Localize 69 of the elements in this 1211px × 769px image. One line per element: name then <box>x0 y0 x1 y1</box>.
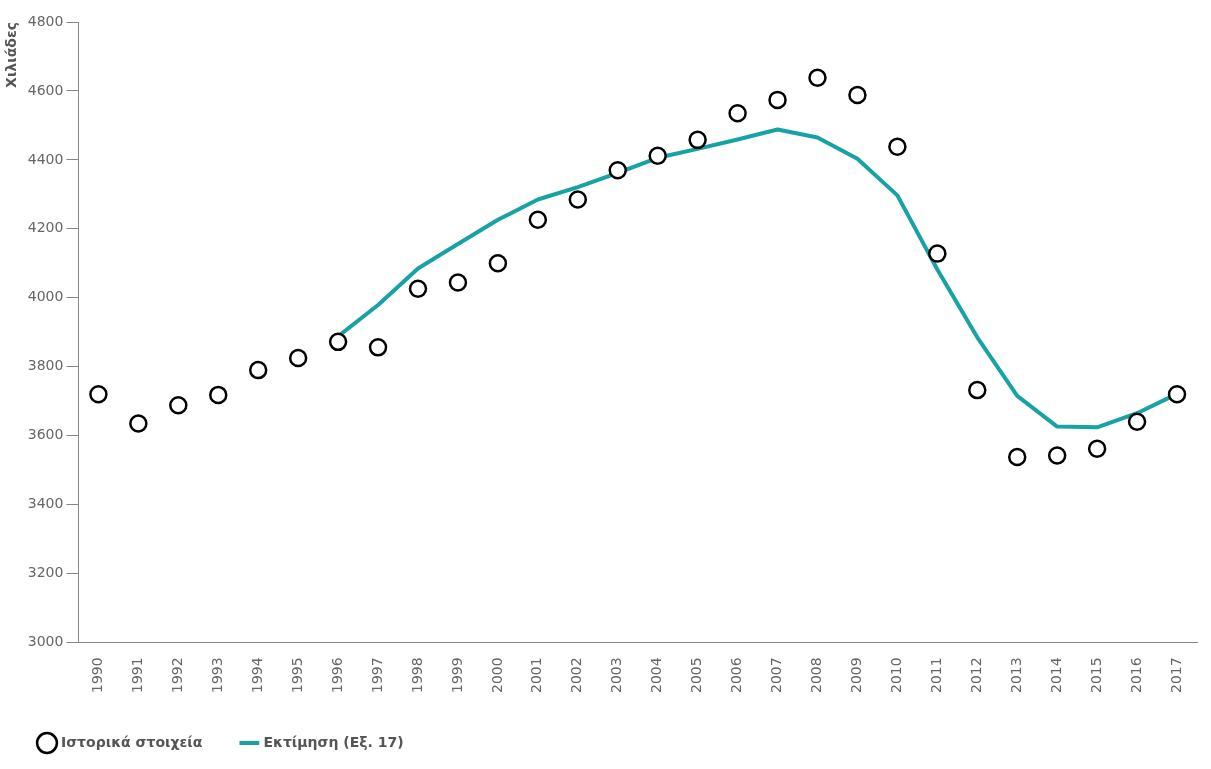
point <box>928 244 947 263</box>
point <box>1087 439 1107 458</box>
x-tick-label: 1992 <box>168 657 185 694</box>
x-tick-label: 1994 <box>248 657 265 694</box>
x-tick-label: 2008 <box>808 657 825 694</box>
legend-label: Ιστορικά στοιχεία <box>61 733 203 750</box>
point <box>608 160 627 180</box>
x-tick-label: 1995 <box>288 657 305 694</box>
point <box>768 90 787 110</box>
y-tick-label: 4200 <box>27 219 64 236</box>
point <box>808 68 827 88</box>
x-tick-label: 1996 <box>328 657 345 694</box>
point <box>248 360 268 380</box>
x-tick-label: 1990 <box>89 657 106 694</box>
y-tick-label: 3200 <box>27 564 64 581</box>
x-tick-label: 2011 <box>927 657 944 694</box>
y-tick-label: 4000 <box>27 288 64 305</box>
y-tick-label: 4600 <box>27 81 64 98</box>
x-tick-label: 2002 <box>568 657 585 694</box>
y-tick-label: 3000 <box>27 633 64 650</box>
point <box>328 332 348 352</box>
point <box>968 380 987 400</box>
point <box>1007 447 1027 467</box>
point <box>89 384 108 404</box>
point <box>888 137 907 157</box>
x-tick-label: 1999 <box>448 657 465 694</box>
point <box>1167 384 1187 404</box>
y-axis-title: Χιλιάδες <box>3 22 20 88</box>
point <box>1047 446 1067 465</box>
y-tick-label: 3800 <box>27 357 64 374</box>
x-tick-label: 2004 <box>648 657 665 694</box>
x-tick-label: 2007 <box>768 657 785 694</box>
point <box>368 338 388 357</box>
legend-label: Εκτίμηση (Εξ. 17) <box>263 733 404 750</box>
point <box>169 396 188 415</box>
x-tick-label: 2013 <box>1007 657 1024 694</box>
point <box>488 254 508 273</box>
point <box>688 130 707 150</box>
y-tick-label: 4400 <box>27 150 64 167</box>
x-tick-label: 2014 <box>1047 657 1064 694</box>
y-tick-label: 3600 <box>27 426 64 443</box>
x-tick-label: 2006 <box>728 657 745 694</box>
x-tick-label: 1993 <box>208 657 225 694</box>
point <box>1127 412 1147 432</box>
x-tick-label: 2001 <box>528 657 545 694</box>
point <box>728 104 747 123</box>
x-tick-label: 1997 <box>368 657 385 694</box>
y-tick-label: 3400 <box>27 495 64 512</box>
point <box>288 348 308 368</box>
point <box>129 414 148 433</box>
point <box>848 85 867 105</box>
x-tick-label: 2000 <box>488 657 505 694</box>
x-tick-label: 2003 <box>608 657 625 694</box>
x-tick-label: 2016 <box>1127 657 1144 694</box>
y-tick-label: 4800 <box>27 12 64 29</box>
point <box>568 190 588 209</box>
x-tick-label: 2012 <box>967 657 984 694</box>
x-tick-label: 2009 <box>848 657 865 694</box>
x-tick-label: 1998 <box>408 657 425 694</box>
point <box>648 146 667 165</box>
point <box>448 273 468 292</box>
x-tick-label: 1991 <box>128 657 145 694</box>
point <box>209 385 228 405</box>
x-tick-label: 2010 <box>888 657 905 694</box>
x-tick-label: 2015 <box>1087 657 1104 694</box>
point <box>408 279 428 299</box>
x-tick-label: 2017 <box>1167 657 1184 694</box>
x-tick-label: 2005 <box>688 657 705 694</box>
point <box>528 210 548 230</box>
